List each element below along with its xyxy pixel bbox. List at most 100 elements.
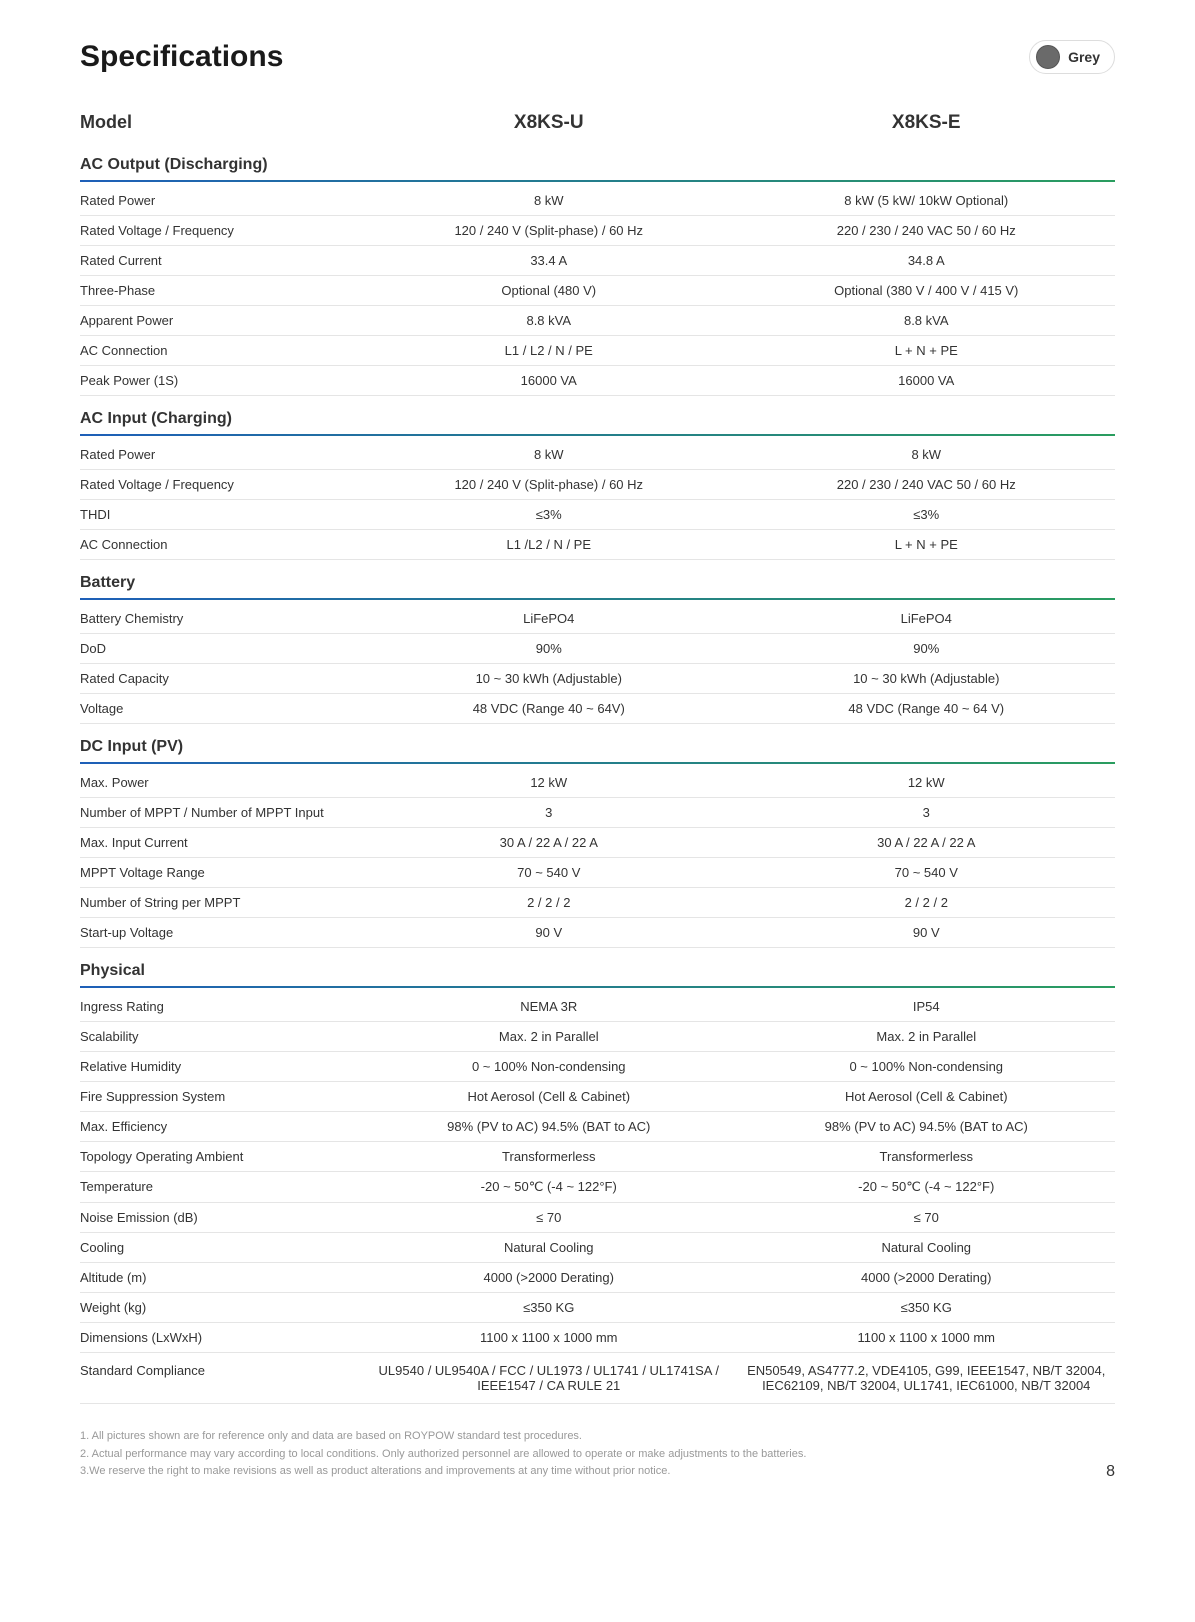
spec-value-col2: 70 ~ 540 V	[738, 865, 1116, 880]
spec-value-col1: 16000 VA	[360, 373, 738, 388]
footer-row: 1. All pictures shown are for reference …	[80, 1404, 1115, 1481]
spec-value-col1: Hot Aerosol (Cell & Cabinet)	[360, 1089, 738, 1104]
spec-value-col2: 8.8 kVA	[738, 313, 1116, 328]
section-divider	[80, 434, 1115, 436]
model-col-2: X8KS-E	[738, 112, 1116, 134]
spec-row: Voltage48 VDC (Range 40 ~ 64V)48 VDC (Ra…	[80, 694, 1115, 724]
footnotes: 1. All pictures shown are for reference …	[80, 1428, 806, 1481]
spec-label: THDI	[80, 507, 360, 522]
spec-value-col1: Transformerless	[360, 1149, 738, 1164]
spec-value-col1: 48 VDC (Range 40 ~ 64V)	[360, 701, 738, 716]
spec-row: Temperature-20 ~ 50℃ (-4 ~ 122°F)-20 ~ 5…	[80, 1172, 1115, 1203]
section-divider	[80, 598, 1115, 600]
spec-row: Number of String per MPPT2 / 2 / 22 / 2 …	[80, 888, 1115, 918]
spec-value-col2: LiFePO4	[738, 611, 1116, 626]
footnote-line: 2. Actual performance may vary according…	[80, 1446, 806, 1464]
spec-value-col2: 90%	[738, 641, 1116, 656]
color-swatch-icon	[1036, 45, 1060, 69]
spec-row: Apparent Power8.8 kVA8.8 kVA	[80, 306, 1115, 336]
spec-value-col2: 220 / 230 / 240 VAC 50 / 60 Hz	[738, 477, 1116, 492]
spec-row: Rated Voltage / Frequency120 / 240 V (Sp…	[80, 216, 1115, 246]
spec-value-col1: 2 / 2 / 2	[360, 895, 738, 910]
spec-value-col2: L + N + PE	[738, 343, 1116, 358]
spec-value-col2: 48 VDC (Range 40 ~ 64 V)	[738, 701, 1116, 716]
spec-row: Topology Operating AmbientTransformerles…	[80, 1142, 1115, 1172]
spec-value-col1: 70 ~ 540 V	[360, 865, 738, 880]
spec-row: ScalabilityMax. 2 in ParallelMax. 2 in P…	[80, 1022, 1115, 1052]
spec-value-col1: Optional (480 V)	[360, 283, 738, 298]
spec-value-col2: EN50549, AS4777.2, VDE4105, G99, IEEE154…	[738, 1363, 1116, 1393]
spec-label: Number of MPPT / Number of MPPT Input	[80, 805, 360, 820]
model-header-row: Model X8KS-U X8KS-E	[80, 104, 1115, 142]
spec-row: Rated Capacity10 ~ 30 kWh (Adjustable)10…	[80, 664, 1115, 694]
section-title: AC Output (Discharging)	[80, 142, 1115, 180]
spec-row: Rated Power8 kW8 kW	[80, 440, 1115, 470]
spec-label: MPPT Voltage Range	[80, 865, 360, 880]
spec-label: Max. Efficiency	[80, 1119, 360, 1134]
spec-label: Relative Humidity	[80, 1059, 360, 1074]
model-col-1: X8KS-U	[360, 112, 738, 134]
spec-row: Max. Efficiency 98% (PV to AC) 94.5% (BAT…	[80, 1112, 1115, 1142]
spec-value-col2: 90 V	[738, 925, 1116, 940]
footnote-line: 3.We reserve the right to make revisions…	[80, 1463, 806, 1481]
spec-row: AC ConnectionL1 / L2 / N / PEL + N + PE	[80, 336, 1115, 366]
spec-label: Rated Current	[80, 253, 360, 268]
spec-row: Fire Suppression SystemHot Aerosol (Cell…	[80, 1082, 1115, 1112]
spec-value-col1: 0 ~ 100% Non-condensing	[360, 1059, 738, 1074]
spec-value-col2: 12 kW	[738, 775, 1116, 790]
spec-value-col1: 12 kW	[360, 775, 738, 790]
spec-label: Topology Operating Ambient	[80, 1149, 360, 1164]
spec-label: Ingress Rating	[80, 999, 360, 1014]
section-divider	[80, 180, 1115, 182]
section-divider	[80, 986, 1115, 988]
spec-label: Rated Power	[80, 193, 360, 208]
section-title: Battery	[80, 560, 1115, 598]
spec-value-col1: 120 / 240 V (Split-phase) / 60 Hz	[360, 477, 738, 492]
spec-label: Weight (kg)	[80, 1300, 360, 1315]
spec-value-col2: -20 ~ 50℃ (-4 ~ 122°F)	[738, 1179, 1116, 1195]
spec-value-col1: ≤ 70	[360, 1210, 738, 1225]
spec-label: Rated Power	[80, 447, 360, 462]
spec-label: Noise Emission (dB)	[80, 1210, 360, 1225]
spec-row: DoD90%90%	[80, 634, 1115, 664]
spec-label: Rated Capacity	[80, 671, 360, 686]
spec-value-col1: Max. 2 in Parallel	[360, 1029, 738, 1044]
spec-value-col1: NEMA 3R	[360, 999, 738, 1014]
spec-label: Max. Power	[80, 775, 360, 790]
spec-label: Start-up Voltage	[80, 925, 360, 940]
page-number: 8	[1106, 1463, 1115, 1481]
spec-label: Battery Chemistry	[80, 611, 360, 626]
spec-label: Standard Compliance	[80, 1363, 360, 1393]
spec-label: Dimensions (LxWxH)	[80, 1330, 360, 1345]
spec-value-col2: 8 kW (5 kW/ 10kW Optional)	[738, 193, 1116, 208]
spec-value-col2: 10 ~ 30 kWh (Adjustable)	[738, 671, 1116, 686]
spec-row: Rated Current33.4 A34.8 A	[80, 246, 1115, 276]
spec-value-col2: ≤350 KG	[738, 1300, 1116, 1315]
spec-value-col2: Natural Cooling	[738, 1240, 1116, 1255]
spec-label: Cooling	[80, 1240, 360, 1255]
spec-value-col1: UL9540 / UL9540A / FCC / UL1973 / UL1741…	[360, 1363, 738, 1393]
spec-value-col1: 8.8 kVA	[360, 313, 738, 328]
spec-label: AC Connection	[80, 343, 360, 358]
spec-value-col2: Transformerless	[738, 1149, 1116, 1164]
spec-value-col1: LiFePO4	[360, 611, 738, 626]
spec-value-col2: 1100 x 1100 x 1000 mm	[738, 1330, 1116, 1345]
spec-row: Relative Humidity0 ~ 100% Non-condensing…	[80, 1052, 1115, 1082]
spec-value-col1: 10 ~ 30 kWh (Adjustable)	[360, 671, 738, 686]
spec-value-col1: 120 / 240 V (Split-phase) / 60 Hz	[360, 223, 738, 238]
spec-label: Three-Phase	[80, 283, 360, 298]
spec-row: THDI≤3%≤3%	[80, 500, 1115, 530]
spec-label: AC Connection	[80, 537, 360, 552]
spec-value-col2: 16000 VA	[738, 373, 1116, 388]
spec-row: Noise Emission (dB)≤ 70≤ 70	[80, 1203, 1115, 1233]
spec-value-col1: Natural Cooling	[360, 1240, 738, 1255]
spec-label: Temperature	[80, 1179, 360, 1195]
spec-value-col2: 98% (PV to AC) 94.5% (BAT to AC)	[738, 1119, 1116, 1134]
spec-value-col2: 2 / 2 / 2	[738, 895, 1116, 910]
spec-row: Ingress RatingNEMA 3RIP54	[80, 992, 1115, 1022]
spec-value-col1: 90%	[360, 641, 738, 656]
spec-label: Max. Input Current	[80, 835, 360, 850]
spec-value-col1: 4000 (>2000 Derating)	[360, 1270, 738, 1285]
spec-row: Standard ComplianceUL9540 / UL9540A / FC…	[80, 1353, 1115, 1404]
header-row: Specifications Grey	[80, 40, 1115, 74]
